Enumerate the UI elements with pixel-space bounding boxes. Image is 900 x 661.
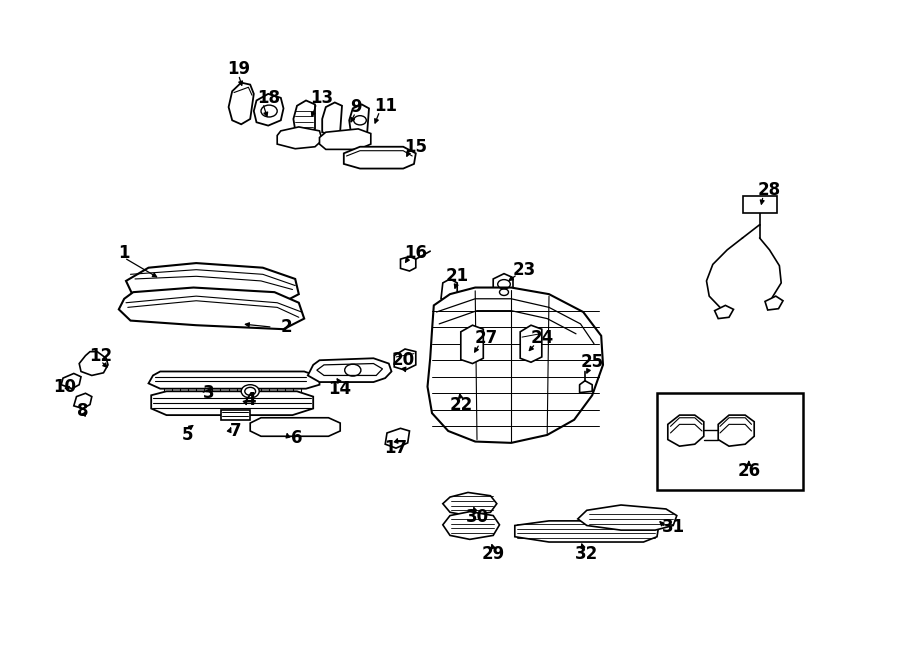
Text: 23: 23: [512, 260, 535, 279]
Polygon shape: [578, 505, 677, 530]
Text: 30: 30: [465, 508, 489, 526]
Text: 26: 26: [737, 461, 760, 480]
Polygon shape: [151, 391, 313, 415]
Text: 2: 2: [281, 318, 292, 336]
Polygon shape: [441, 378, 466, 401]
Polygon shape: [320, 129, 371, 149]
Text: 5: 5: [182, 426, 193, 444]
Polygon shape: [385, 428, 410, 448]
Text: 19: 19: [227, 60, 250, 79]
Text: 22: 22: [449, 395, 473, 414]
Polygon shape: [441, 279, 457, 303]
Polygon shape: [119, 288, 304, 329]
Polygon shape: [520, 325, 542, 362]
Text: 14: 14: [328, 379, 352, 398]
Polygon shape: [126, 263, 299, 305]
Bar: [657, 393, 803, 490]
Text: 3: 3: [203, 384, 214, 403]
Text: 20: 20: [392, 351, 415, 369]
Text: 6: 6: [292, 428, 302, 447]
Text: 29: 29: [482, 545, 505, 563]
Text: 13: 13: [310, 89, 334, 107]
Circle shape: [241, 385, 259, 398]
Text: 8: 8: [77, 402, 88, 420]
Polygon shape: [148, 371, 320, 389]
Text: 7: 7: [230, 422, 241, 440]
Text: 32: 32: [575, 545, 598, 563]
Text: 11: 11: [374, 97, 397, 115]
Text: 15: 15: [404, 137, 428, 156]
Text: 21: 21: [446, 267, 469, 286]
Text: 10: 10: [53, 377, 76, 396]
Polygon shape: [443, 512, 500, 539]
Polygon shape: [515, 521, 659, 542]
Polygon shape: [765, 296, 783, 310]
Polygon shape: [74, 393, 92, 408]
Polygon shape: [317, 364, 382, 375]
Polygon shape: [293, 100, 315, 134]
Polygon shape: [61, 373, 81, 389]
Polygon shape: [254, 94, 284, 126]
Polygon shape: [229, 83, 254, 124]
Polygon shape: [461, 325, 483, 364]
Text: 17: 17: [384, 439, 408, 457]
Text: 31: 31: [662, 518, 685, 537]
Bar: [742, 196, 777, 213]
Polygon shape: [443, 492, 497, 516]
Polygon shape: [668, 415, 704, 446]
Text: 4: 4: [245, 391, 256, 409]
Polygon shape: [308, 358, 392, 382]
Polygon shape: [715, 305, 733, 319]
Polygon shape: [79, 352, 108, 375]
Text: 1: 1: [119, 243, 130, 262]
Polygon shape: [250, 418, 340, 436]
Circle shape: [245, 387, 256, 395]
Text: 16: 16: [404, 243, 428, 262]
Polygon shape: [344, 147, 416, 169]
Polygon shape: [400, 256, 416, 271]
Polygon shape: [394, 349, 416, 370]
Text: 28: 28: [758, 181, 781, 200]
Text: 25: 25: [580, 353, 604, 371]
Text: 27: 27: [474, 329, 498, 348]
Polygon shape: [718, 415, 754, 446]
Polygon shape: [220, 410, 250, 420]
Polygon shape: [277, 127, 322, 149]
Polygon shape: [349, 104, 369, 136]
Polygon shape: [322, 102, 342, 135]
Text: 12: 12: [89, 346, 112, 365]
Text: 24: 24: [530, 329, 554, 348]
Polygon shape: [493, 274, 513, 299]
Polygon shape: [428, 288, 603, 443]
Text: 18: 18: [256, 89, 280, 107]
Text: 9: 9: [350, 98, 361, 116]
